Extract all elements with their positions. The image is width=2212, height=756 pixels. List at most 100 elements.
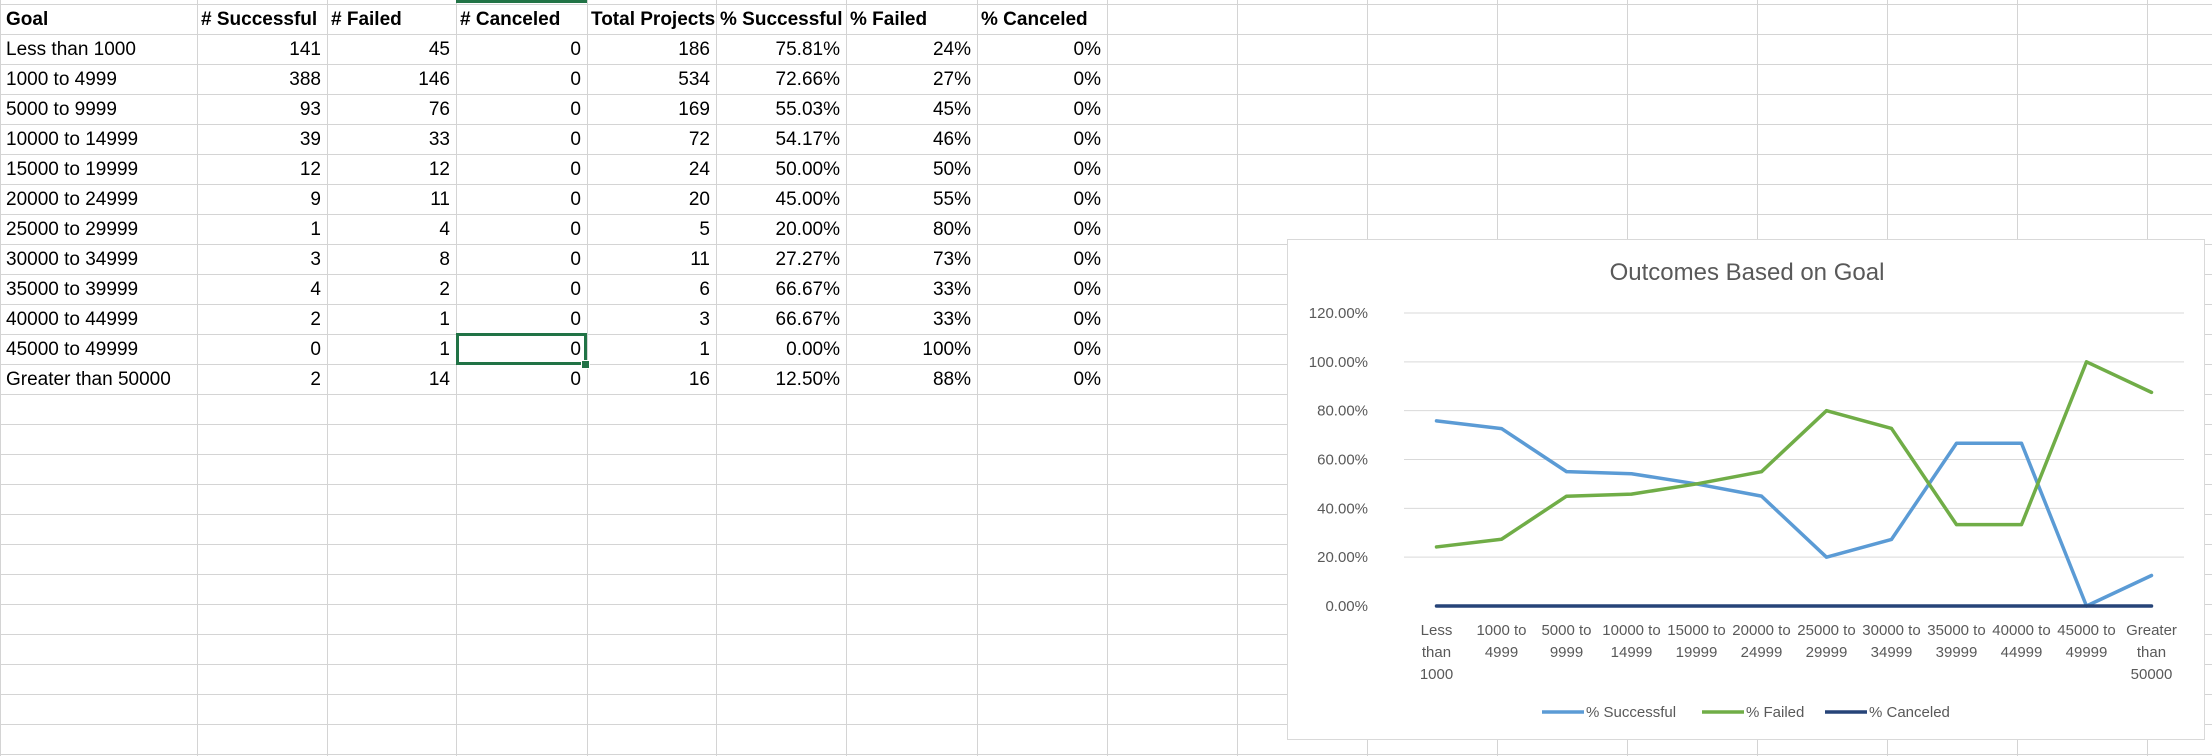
data-point[interactable] [1825,604,1828,608]
goal-cell[interactable]: 15000 to 19999 [6,159,139,180]
total-projects-cell[interactable]: 72 [688,129,710,150]
pct-failed-cell[interactable]: 27% [932,69,971,90]
canceled-count-cell[interactable]: 0 [570,69,581,90]
goal-cell[interactable]: 40000 to 44999 [6,309,139,330]
series-pct-successful-line[interactable] [1434,419,2154,608]
pct-successful-cell[interactable]: 66.67% [775,309,840,330]
goal-cell[interactable]: 10000 to 14999 [6,129,139,150]
data-point[interactable] [1955,604,1958,608]
data-point[interactable] [1825,409,1828,413]
selected-cell[interactable] [456,333,587,365]
pct-canceled-cell[interactable]: 0% [1073,249,1101,270]
data-point[interactable] [1565,494,1568,498]
legend-item-pct-canceled[interactable]: % Canceled [1825,704,1950,721]
canceled-count-cell[interactable]: 0 [570,219,581,240]
data-point[interactable] [1890,604,1893,608]
header-total-projects[interactable]: Total Projects [591,9,716,30]
pct-failed-cell[interactable]: 33% [932,279,971,300]
pct-canceled-cell[interactable]: 0% [1073,39,1101,60]
goal-cell[interactable]: 35000 to 39999 [6,279,139,300]
successful-count-cell[interactable]: 0 [310,339,321,360]
data-point[interactable] [1890,537,1893,541]
total-projects-cell[interactable]: 11 [690,249,710,270]
total-projects-cell[interactable]: 5 [699,219,710,240]
canceled-count-cell[interactable]: 0 [570,279,581,300]
failed-count-cell[interactable]: 11 [430,189,450,210]
failed-count-cell[interactable]: 146 [418,69,450,90]
pct-failed-cell[interactable]: 50% [932,159,971,180]
data-point[interactable] [1890,426,1893,430]
pct-failed-cell[interactable]: 45% [932,99,971,120]
successful-count-cell[interactable]: 12 [299,159,321,180]
total-projects-cell[interactable]: 169 [678,99,710,120]
pct-failed-cell[interactable]: 88% [932,369,971,390]
pct-canceled-cell[interactable]: 0% [1073,99,1101,120]
pct-failed-cell[interactable]: 100% [922,339,971,360]
failed-count-cell[interactable]: 1 [439,309,450,330]
data-point[interactable] [1695,482,1698,486]
successful-count-cell[interactable]: 93 [299,99,321,120]
successful-count-cell[interactable]: 39 [299,129,321,150]
header-goal[interactable]: Goal [6,9,49,30]
data-point[interactable] [2150,390,2153,394]
pct-canceled-cell[interactable]: 0% [1073,369,1101,390]
pct-canceled-cell[interactable]: 0% [1073,69,1101,90]
canceled-count-cell[interactable]: 0 [570,249,581,270]
data-point[interactable] [1500,604,1503,608]
data-point[interactable] [1760,604,1763,608]
line-chart[interactable]: Outcomes Based on Goal 0.00% 20.00% 40.00%… [1287,239,2205,740]
pct-failed-cell[interactable]: 33% [932,309,971,330]
canceled-count-cell[interactable]: 0 [570,159,581,180]
total-projects-cell[interactable]: 20 [688,189,710,210]
fill-handle[interactable] [581,360,590,369]
goal-cell[interactable]: 1000 to 4999 [6,69,117,90]
data-point[interactable] [1630,492,1633,496]
canceled-count-cell[interactable]: 0 [570,99,581,120]
pct-successful-cell[interactable]: 0.00% [786,339,840,360]
data-point[interactable] [1630,604,1633,608]
pct-successful-cell[interactable]: 72.66% [775,69,840,90]
failed-count-cell[interactable]: 4 [439,219,450,240]
series-pct-failed-line[interactable] [1434,360,2154,549]
header-successful-count[interactable]: # Successful [201,9,318,30]
goal-cell[interactable]: 5000 to 9999 [6,99,117,120]
pct-successful-cell[interactable]: 12.50% [775,369,840,390]
pct-failed-cell[interactable]: 73% [932,249,971,270]
successful-count-cell[interactable]: 388 [289,69,321,90]
pct-canceled-cell[interactable]: 0% [1073,189,1101,210]
header-pct-canceled[interactable]: % Canceled [981,9,1088,30]
pct-failed-cell[interactable]: 24% [932,39,971,60]
pct-failed-cell[interactable]: 80% [932,219,971,240]
data-point[interactable] [2150,604,2153,608]
pct-successful-cell[interactable]: 50.00% [775,159,840,180]
pct-canceled-cell[interactable]: 0% [1073,339,1101,360]
failed-count-cell[interactable]: 33 [428,129,450,150]
failed-count-cell[interactable]: 1 [439,339,450,360]
pct-successful-cell[interactable]: 20.00% [775,219,840,240]
header-pct-successful[interactable]: % Successful [720,9,843,30]
pct-failed-cell[interactable]: 55% [932,189,971,210]
failed-count-cell[interactable]: 76 [428,99,450,120]
total-projects-cell[interactable]: 534 [678,69,710,90]
pct-successful-cell[interactable]: 55.03% [775,99,840,120]
data-point[interactable] [1435,545,1438,549]
header-failed-count[interactable]: # Failed [331,9,402,30]
pct-failed-cell[interactable]: 46% [932,129,971,150]
data-point[interactable] [1760,494,1763,498]
failed-count-cell[interactable]: 45 [428,39,450,60]
successful-count-cell[interactable]: 1 [310,219,321,240]
legend-item-pct-successful[interactable]: % Successful [1542,704,1676,721]
data-point[interactable] [1435,604,1438,608]
pct-canceled-cell[interactable]: 0% [1073,129,1101,150]
successful-count-cell[interactable]: 2 [310,309,321,330]
canceled-count-cell[interactable]: 0 [570,189,581,210]
canceled-count-cell[interactable]: 0 [570,129,581,150]
goal-cell[interactable]: Greater than 50000 [6,369,171,390]
successful-count-cell[interactable]: 4 [310,279,321,300]
data-point[interactable] [1435,419,1438,423]
canceled-count-cell[interactable]: 0 [570,39,581,60]
pct-canceled-cell[interactable]: 0% [1073,219,1101,240]
goal-cell[interactable]: 45000 to 49999 [6,339,139,360]
data-point[interactable] [1500,427,1503,431]
